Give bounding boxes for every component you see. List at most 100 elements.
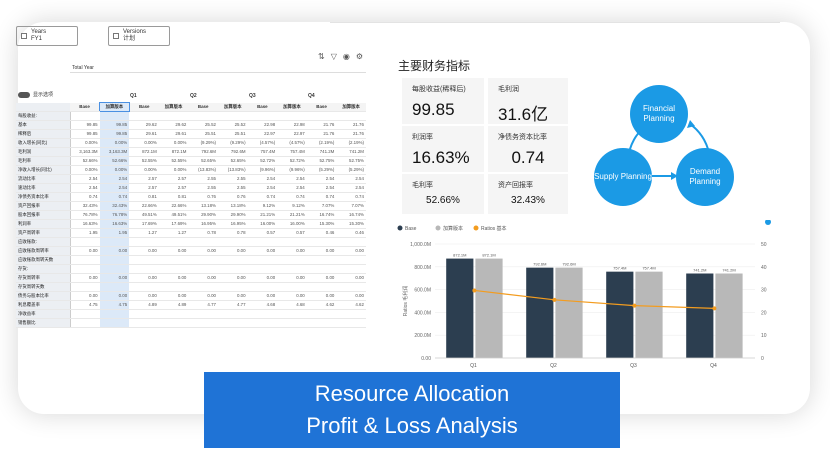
- table-cell[interactable]: 76.78%: [70, 210, 100, 220]
- table-cell[interactable]: [306, 237, 337, 247]
- table-cell[interactable]: 15.30%: [336, 219, 366, 229]
- table-cell[interactable]: [336, 309, 366, 319]
- table-cell[interactable]: 2.54: [70, 174, 100, 184]
- table-cell[interactable]: 7.07%: [336, 201, 366, 211]
- table-cell[interactable]: 872.1M: [129, 147, 159, 157]
- table-cell[interactable]: 2.54: [70, 183, 100, 193]
- table-cell[interactable]: 2.57: [158, 174, 189, 184]
- financial-planning-node[interactable]: Financial Planning: [630, 85, 688, 143]
- table-cell[interactable]: [277, 318, 307, 328]
- table-cell[interactable]: [306, 309, 337, 319]
- table-cell[interactable]: [336, 264, 366, 274]
- options-toggle[interactable]: [18, 92, 30, 98]
- table-cell[interactable]: [217, 111, 248, 121]
- table-cell[interactable]: 0.81: [158, 192, 189, 202]
- table-cell[interactable]: 99.85: [99, 129, 130, 139]
- table-cell[interactable]: [99, 264, 130, 274]
- table-cell[interactable]: 0.46: [336, 228, 366, 238]
- table-cell[interactable]: [129, 255, 159, 265]
- table-cell[interactable]: 0.74: [247, 192, 278, 202]
- table-cell[interactable]: [217, 282, 248, 292]
- table-cell[interactable]: [158, 264, 189, 274]
- table-cell[interactable]: (9.29%): [217, 138, 248, 148]
- table-cell[interactable]: 25.51: [217, 129, 248, 139]
- table-cell[interactable]: [217, 255, 248, 265]
- table-cell[interactable]: 16.63%: [99, 219, 130, 229]
- table-cell[interactable]: 0.76: [217, 192, 248, 202]
- eye-icon[interactable]: ◉: [342, 52, 350, 61]
- table-cell[interactable]: 0.00: [70, 273, 100, 283]
- settings-icon[interactable]: ⚙: [355, 52, 364, 61]
- table-cell[interactable]: 29.62: [129, 120, 159, 130]
- table-cell[interactable]: [188, 318, 218, 328]
- table-cell[interactable]: [188, 111, 218, 121]
- table-cell[interactable]: 0.00: [70, 291, 100, 301]
- table-cell[interactable]: 0.74: [70, 192, 100, 202]
- table-cell[interactable]: 29.90%: [217, 210, 248, 220]
- table-cell[interactable]: 49.51%: [158, 210, 189, 220]
- table-cell[interactable]: 52.65%: [217, 156, 248, 166]
- table-cell[interactable]: 0.00: [247, 273, 278, 283]
- table-cell[interactable]: 2.54: [336, 174, 366, 184]
- table-cell[interactable]: 2.54: [306, 183, 337, 193]
- table-cell[interactable]: 9.12%: [277, 201, 307, 211]
- table-cell[interactable]: 0.00%: [99, 138, 130, 148]
- table-cell[interactable]: [158, 111, 189, 121]
- table-cell[interactable]: [129, 309, 159, 319]
- table-cell[interactable]: [188, 264, 218, 274]
- table-cell[interactable]: [247, 237, 278, 247]
- table-cell[interactable]: 757.4M: [247, 147, 278, 157]
- table-cell[interactable]: [70, 282, 100, 292]
- table-cell[interactable]: [306, 282, 337, 292]
- table-cell[interactable]: 25.51: [188, 129, 218, 139]
- sort-icon[interactable]: ⇅: [318, 52, 325, 61]
- column-header[interactable]: Base: [188, 102, 218, 112]
- table-cell[interactable]: [277, 282, 307, 292]
- table-cell[interactable]: 16.74%: [306, 210, 337, 220]
- table-cell[interactable]: 0.00: [188, 273, 218, 283]
- table-cell[interactable]: [306, 111, 337, 121]
- table-cell[interactable]: 29.90%: [188, 210, 218, 220]
- table-cell[interactable]: 0.00: [217, 273, 248, 283]
- table-cell[interactable]: [247, 309, 278, 319]
- table-cell[interactable]: 52.75%: [336, 156, 366, 166]
- table-cell[interactable]: 0.78: [217, 228, 248, 238]
- table-cell[interactable]: 0.00: [158, 246, 189, 256]
- table-cell[interactable]: 25.52: [188, 120, 218, 130]
- table-cell[interactable]: 32.43%: [99, 201, 130, 211]
- table-cell[interactable]: [70, 264, 100, 274]
- table-cell[interactable]: 2.55: [188, 183, 218, 193]
- table-cell[interactable]: 4.75: [70, 300, 100, 310]
- table-cell[interactable]: [217, 309, 248, 319]
- table-cell[interactable]: 0.00: [99, 273, 130, 283]
- table-cell[interactable]: 13.18%: [188, 201, 218, 211]
- table-cell[interactable]: 0.00: [247, 291, 278, 301]
- table-cell[interactable]: 52.65%: [188, 156, 218, 166]
- table-cell[interactable]: [158, 318, 189, 328]
- table-cell[interactable]: [188, 255, 218, 265]
- table-cell[interactable]: 792.6M: [217, 147, 248, 157]
- table-cell[interactable]: 2.57: [158, 183, 189, 193]
- table-cell[interactable]: 0.00%: [99, 165, 130, 175]
- table-cell[interactable]: [217, 318, 248, 328]
- table-cell[interactable]: [217, 237, 248, 247]
- table-cell[interactable]: 3,163.3M: [99, 147, 130, 157]
- table-cell[interactable]: 0.00%: [70, 138, 100, 148]
- table-cell[interactable]: [277, 237, 307, 247]
- table-cell[interactable]: 25.52: [217, 120, 248, 130]
- table-cell[interactable]: 29.61: [129, 129, 159, 139]
- years-filter[interactable]: Years FY1: [16, 26, 78, 46]
- table-cell[interactable]: 16.95%: [217, 219, 248, 229]
- table-cell[interactable]: 2.54: [277, 174, 307, 184]
- table-cell[interactable]: (2.19%): [336, 138, 366, 148]
- table-cell[interactable]: [247, 282, 278, 292]
- table-cell[interactable]: 741.2M: [336, 147, 366, 157]
- table-cell[interactable]: 21.21%: [277, 210, 307, 220]
- table-cell[interactable]: 0.00: [217, 291, 248, 301]
- table-cell[interactable]: 4.77: [217, 300, 248, 310]
- table-cell[interactable]: [129, 237, 159, 247]
- table-cell[interactable]: 52.72%: [277, 156, 307, 166]
- demand-planning-node[interactable]: Demand Planning: [676, 148, 734, 206]
- table-cell[interactable]: (9.96%): [277, 165, 307, 175]
- supply-planning-node[interactable]: Supply Planning: [594, 148, 652, 206]
